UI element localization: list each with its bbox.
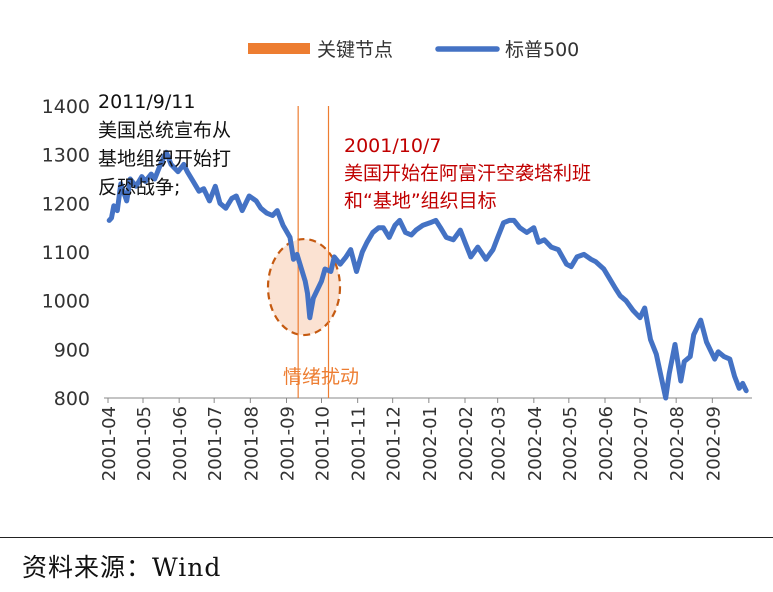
x-tick-label: 2001-07 [205,406,226,481]
annotation-911-line: 反恐战争; [98,177,180,199]
source-divider [0,537,773,538]
y-tick-label: 1200 [42,193,90,215]
x-tick-label: 2002-07 [631,406,652,481]
x-tick-label: 2001-08 [241,406,262,481]
legend-label-key-nodes: 关键节点 [317,39,393,61]
y-tick-label: 1400 [42,96,90,118]
sp500-series-line [106,149,749,401]
x-tick-label: 2001-06 [170,406,191,481]
y-tick-label: 1100 [42,242,90,264]
x-tick-label: 2001-09 [278,406,299,481]
annotation-911-line: 美国总统宣布从 [98,120,231,142]
x-tick-label: 2002-08 [667,406,688,481]
y-tick-label: 1300 [42,145,90,167]
source-note: 资料来源：Wind [22,553,222,582]
legend-swatch-key-nodes [248,43,310,54]
annotation-1007-line: 美国开始在阿富汗空袭塔利班 [344,163,591,185]
x-tick-label: 2002-04 [525,406,546,481]
x-tick-label: 2002-06 [596,406,617,481]
x-tick-label: 2002-01 [420,406,441,481]
x-tick-label: 2002-03 [489,406,510,481]
annotation-911-line: 2011/9/11 [98,91,195,113]
annotation-911-line: 基地组织开始打 [98,148,231,170]
annotation-sentiment: 情绪扰动 [283,366,359,388]
y-tick-label: 900 [54,339,90,361]
annotation-1007-line: 2001/10/7 [344,135,441,157]
y-tick-label: 800 [54,388,90,410]
y-tick-label: 1000 [42,291,90,313]
x-tick-label: 2001-04 [99,406,120,481]
x-tick-label: 2002-02 [456,406,477,481]
x-tick-label: 2002-09 [703,406,724,481]
x-tick-label: 2002-05 [560,406,581,481]
x-tick-label: 2001-05 [134,406,155,481]
annotation-1007-line: 和“基地”组织目标 [344,190,497,212]
x-tick-label: 2001-11 [349,406,370,481]
x-tick-label: 2001-12 [384,406,405,481]
legend-label-sp500: 标普500 [505,39,579,61]
x-tick-label: 2001-10 [313,406,334,481]
